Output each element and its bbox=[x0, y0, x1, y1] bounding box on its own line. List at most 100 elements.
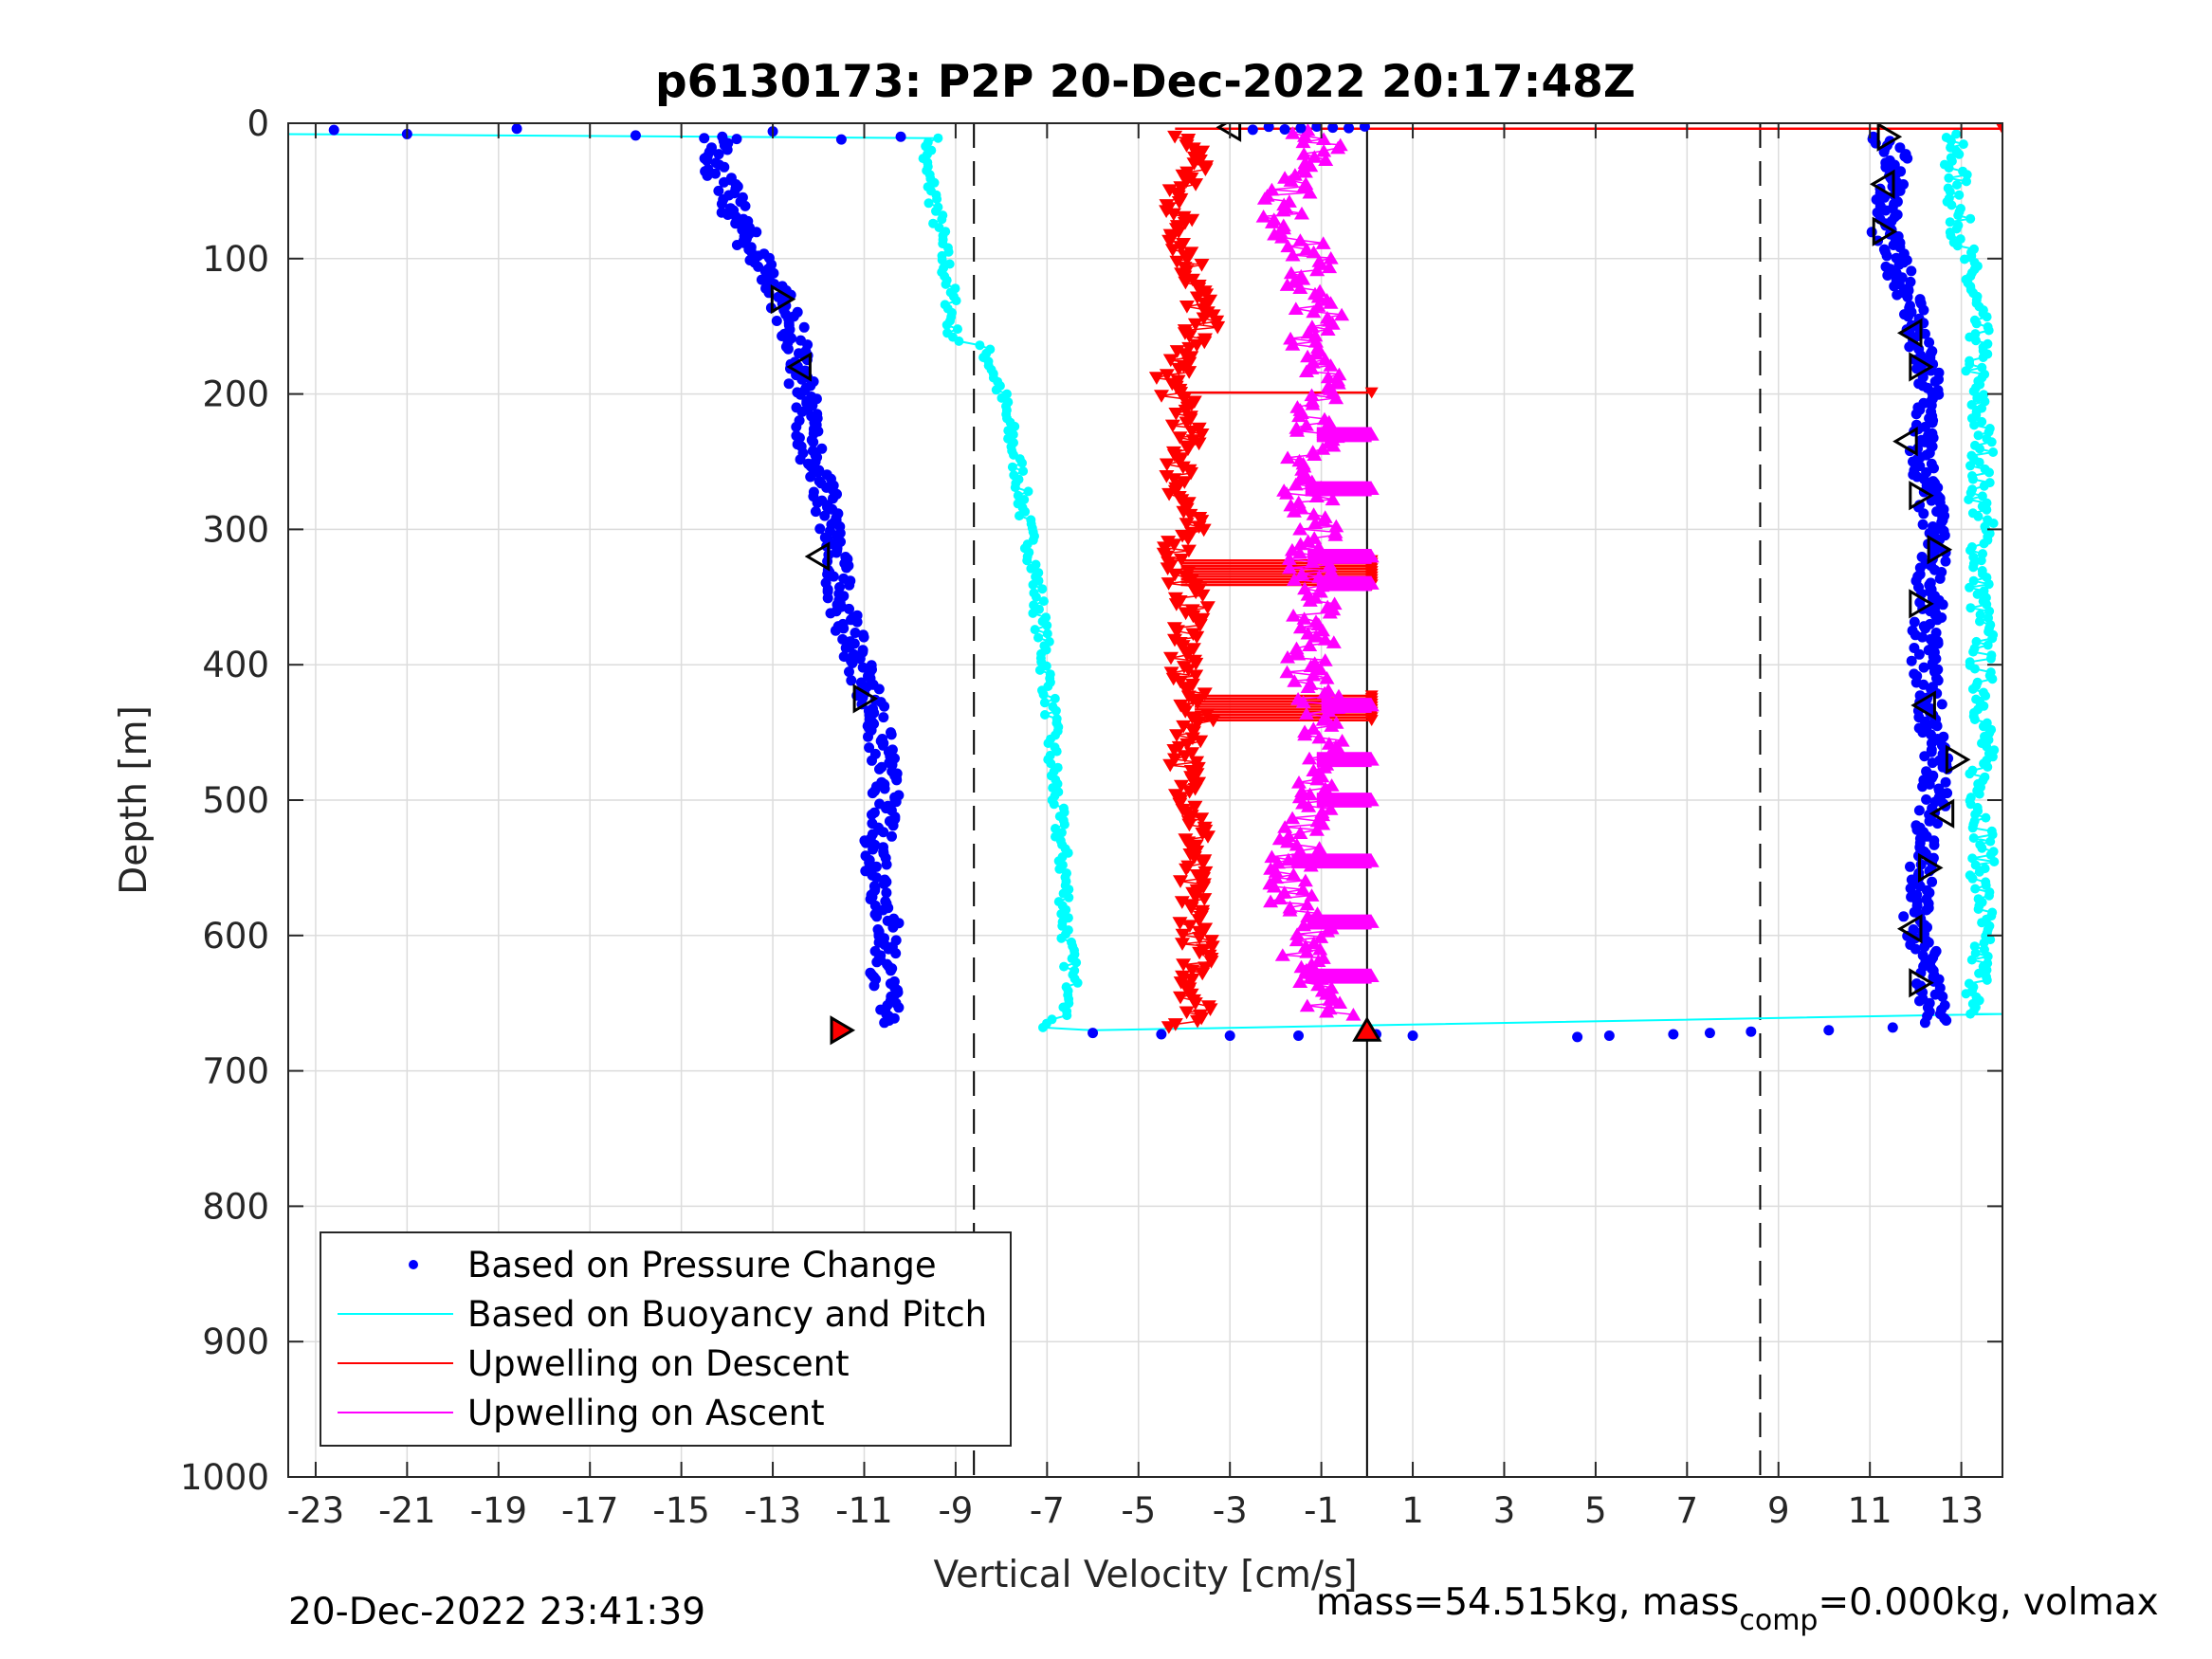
upwelling-ascent-marker bbox=[1295, 135, 1311, 149]
pressure-change-point bbox=[1918, 662, 1929, 673]
upwelling-ascent-marker bbox=[1271, 831, 1288, 846]
pressure-change-point bbox=[1887, 1022, 1898, 1033]
buoyancy-pitch-point bbox=[1981, 691, 1991, 701]
upwelling-ascent-marker bbox=[1322, 557, 1338, 572]
buoyancy-pitch-point bbox=[1965, 603, 1976, 613]
bottom-turn-marker bbox=[1352, 1016, 1382, 1042]
turn-marker bbox=[1869, 169, 1895, 199]
upwelling-ascent-marker bbox=[1292, 281, 1308, 294]
upwelling-ascent-marker bbox=[1283, 265, 1299, 280]
buoyancy-pitch-point bbox=[1033, 632, 1043, 643]
pressure-change-point bbox=[1910, 943, 1921, 955]
pressure-change-point bbox=[819, 510, 831, 521]
upwelling-ascent-marker bbox=[1281, 552, 1297, 565]
upwelling-descent-marker bbox=[1191, 914, 1207, 927]
pressure-change-point bbox=[844, 666, 854, 678]
turn-marker bbox=[770, 283, 796, 315]
upwelling-ascent-marker bbox=[1292, 546, 1307, 559]
buoyancy-pitch-point bbox=[1968, 575, 1979, 586]
upwelling-descent-marker bbox=[1188, 669, 1204, 684]
pressure-change-point bbox=[1917, 781, 1929, 793]
upwelling-ascent-marker bbox=[1268, 870, 1284, 884]
upwelling-ascent-marker bbox=[1289, 927, 1306, 940]
upwelling-ascent-marker bbox=[1279, 486, 1295, 500]
x-tick-label: -9 bbox=[938, 1490, 973, 1531]
pressure-change-point bbox=[864, 742, 875, 754]
pressure-change-point bbox=[890, 948, 902, 959]
upwelling-descent-marker bbox=[1194, 259, 1210, 272]
buoyancy-pitch-point bbox=[991, 385, 1001, 395]
buoyancy-pitch-point bbox=[1038, 596, 1049, 607]
pressure-change-point bbox=[857, 662, 868, 673]
upwelling-ascent-marker bbox=[1315, 713, 1331, 726]
pressure-change-point bbox=[1088, 1028, 1099, 1039]
buoyancy-pitch-point bbox=[1967, 873, 1978, 884]
upwelling-ascent-marker bbox=[1280, 450, 1296, 465]
axis-ticks: -23 -21 -19 -17 -15 -13 -11 -9 -7 -5 -3 -1 1 3 5 7 9 11 13… bbox=[180, 103, 2002, 1531]
legend-box bbox=[320, 1231, 1012, 1447]
upwelling-ascent-marker bbox=[1315, 513, 1331, 527]
pressure-change-point bbox=[1247, 124, 1258, 136]
pressure-change-point bbox=[812, 497, 823, 508]
turn-marker bbox=[1927, 535, 1953, 565]
pressure-change-point bbox=[796, 406, 808, 417]
upwelling-ascent-spike-marker bbox=[1363, 969, 1380, 982]
pressure-change-point bbox=[1918, 508, 1929, 520]
buoyancy-pitch-point bbox=[1988, 447, 1999, 457]
buoyancy-pitch-point bbox=[1072, 977, 1083, 988]
buoyancy-pitch-point bbox=[1010, 483, 1020, 493]
buoyancy-pitch-point bbox=[1038, 1022, 1048, 1032]
pressure-change-point bbox=[795, 454, 806, 465]
upwelling-ascent-marker bbox=[1265, 215, 1280, 228]
y-tick-label: 900 bbox=[202, 1322, 269, 1362]
upwelling-ascent-marker bbox=[1280, 239, 1296, 253]
pressure-change-point bbox=[782, 343, 794, 355]
upwelling-descent-marker bbox=[1200, 830, 1216, 844]
buoyancy-pitch-point bbox=[1064, 892, 1074, 902]
upwelling-descent-marker bbox=[1173, 991, 1188, 1005]
x-tick-label: -13 bbox=[744, 1490, 801, 1531]
upwelling-ascent-marker bbox=[1299, 897, 1315, 911]
upwelling-ascent-marker bbox=[1308, 823, 1325, 836]
buoyancy-pitch-point bbox=[1954, 149, 1965, 159]
pressure-change-point bbox=[822, 592, 833, 604]
upwelling-ascent-marker bbox=[1330, 376, 1346, 390]
upwelling-ascent-marker bbox=[1316, 132, 1332, 145]
buoyancy-pitch-point bbox=[1952, 241, 1963, 251]
upwelling-ascent-marker bbox=[1285, 337, 1301, 351]
pressure-change-point bbox=[1668, 1029, 1679, 1040]
pressure-change-point bbox=[731, 134, 742, 145]
buoyancy-pitch-point bbox=[1969, 664, 1980, 674]
upwelling-ascent-marker bbox=[1285, 811, 1301, 825]
upwelling-ascent-marker bbox=[1255, 210, 1271, 223]
upwelling-ascent-marker bbox=[1323, 251, 1339, 264]
upwelling-ascent-marker bbox=[1263, 894, 1279, 908]
y-axis-label: Depth [m] bbox=[113, 705, 155, 895]
pressure-change-point bbox=[1908, 924, 1919, 935]
pressure-change-point bbox=[1880, 205, 1892, 216]
pressure-change-point bbox=[1344, 123, 1355, 134]
buoyancy-pitch-point bbox=[1958, 139, 1968, 150]
buoyancy-pitch-point bbox=[931, 206, 941, 216]
upwelling-descent-spike-marker bbox=[1996, 123, 2002, 135]
buoyancy-pitch-point bbox=[1982, 965, 1992, 975]
buoyancy-pitch-point bbox=[1022, 556, 1033, 566]
upwelling-descent-marker bbox=[1197, 893, 1213, 906]
upwelling-ascent-marker bbox=[1315, 236, 1331, 249]
upwelling-descent-marker bbox=[1187, 997, 1203, 1011]
buoyancy-pitch-point bbox=[975, 340, 985, 351]
data-layer bbox=[288, 123, 2002, 1477]
buoyancy-pitch-point bbox=[1056, 909, 1067, 919]
upwelling-ascent-marker bbox=[1325, 438, 1342, 452]
pressure-change-point bbox=[1940, 776, 1951, 788]
pressure-change-point bbox=[1572, 1031, 1583, 1043]
upwelling-ascent-marker bbox=[1330, 140, 1346, 155]
y-tick-label: 500 bbox=[202, 780, 269, 821]
upwelling-ascent-marker bbox=[1302, 787, 1318, 801]
upwelling-ascent-marker bbox=[1323, 296, 1339, 309]
upwelling-ascent-marker bbox=[1275, 203, 1291, 217]
buoyancy-pitch-point bbox=[1987, 633, 1998, 644]
pressure-change-point bbox=[731, 240, 742, 250]
upwelling-ascent-marker bbox=[1310, 289, 1326, 303]
upwelling-ascent-marker bbox=[1292, 620, 1308, 634]
